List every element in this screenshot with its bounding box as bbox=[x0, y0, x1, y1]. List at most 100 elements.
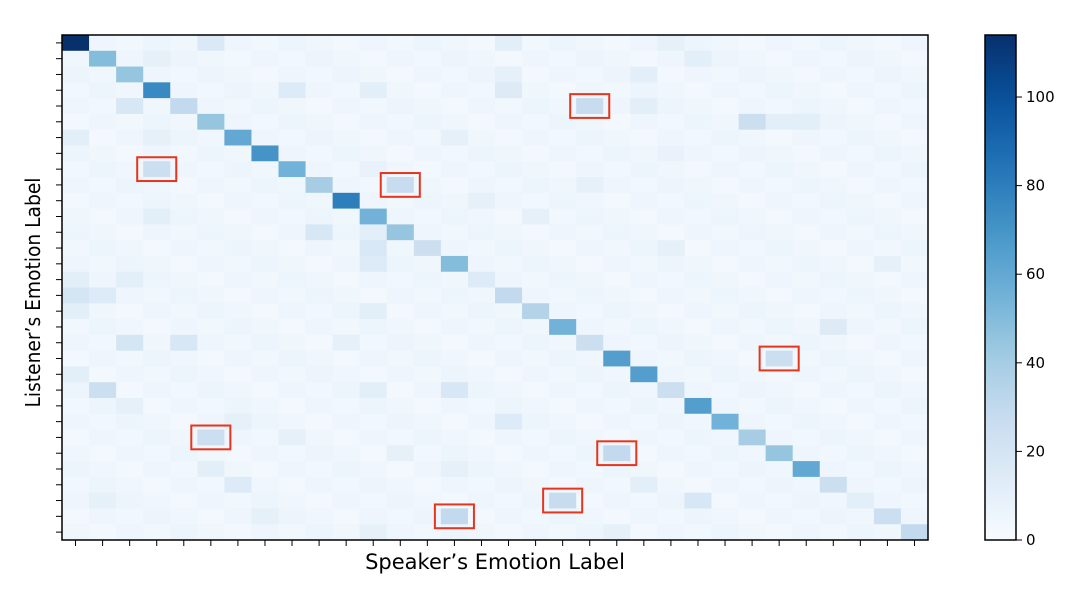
heatmap-cell bbox=[819, 113, 848, 131]
heatmap-cell bbox=[819, 429, 848, 446]
heatmap-cell bbox=[657, 445, 685, 462]
heatmap-cell bbox=[224, 429, 252, 446]
heatmap-cell bbox=[576, 224, 604, 241]
heatmap-cell bbox=[359, 461, 388, 478]
heatmap-cell bbox=[738, 366, 767, 383]
heatmap-cell bbox=[765, 208, 794, 225]
heatmap-cell bbox=[467, 334, 496, 352]
heatmap-cell bbox=[738, 524, 767, 541]
colorbar-tick-label: 60 bbox=[1026, 265, 1045, 283]
heatmap-cell bbox=[846, 413, 875, 430]
heatmap-cell bbox=[332, 413, 361, 430]
heatmap-cell bbox=[711, 255, 739, 273]
heatmap-cell bbox=[495, 334, 523, 352]
heatmap-cell bbox=[413, 303, 442, 320]
heatmap-cell bbox=[305, 366, 334, 383]
heatmap-cell bbox=[603, 224, 631, 241]
heatmap-cell bbox=[170, 397, 198, 415]
heatmap-cell bbox=[143, 508, 171, 525]
heatmap-cell bbox=[143, 35, 171, 52]
heatmap-cell bbox=[576, 98, 604, 115]
heatmap-cell bbox=[62, 524, 90, 541]
heatmap-cell bbox=[116, 476, 144, 494]
heatmap-cell bbox=[413, 35, 442, 52]
heatmap-cell bbox=[89, 129, 117, 146]
heatmap-cell bbox=[62, 445, 90, 462]
heatmap-cell bbox=[657, 524, 685, 541]
heatmap-cell bbox=[711, 50, 739, 67]
heatmap-cell bbox=[684, 177, 712, 194]
heatmap-cell bbox=[278, 476, 306, 494]
heatmap-cell bbox=[873, 35, 902, 52]
heatmap-cell bbox=[440, 350, 469, 367]
heatmap-cell bbox=[359, 492, 388, 509]
heatmap-cell bbox=[359, 192, 388, 209]
heatmap-cell bbox=[170, 429, 198, 446]
heatmap-cell bbox=[846, 476, 875, 494]
heatmap-cell bbox=[386, 366, 415, 383]
heatmap-cell bbox=[332, 303, 361, 320]
heatmap-cell bbox=[684, 113, 712, 131]
heatmap-cell bbox=[738, 271, 767, 288]
heatmap-cell bbox=[224, 192, 252, 209]
heatmap-cell bbox=[89, 524, 117, 541]
heatmap-cell bbox=[765, 397, 794, 415]
heatmap-cell bbox=[251, 397, 279, 415]
heatmap-cell bbox=[819, 129, 848, 146]
heatmap-cell bbox=[197, 366, 225, 383]
heatmap-cell bbox=[549, 303, 577, 320]
heatmap-cell bbox=[495, 492, 523, 509]
heatmap-cell bbox=[549, 192, 577, 209]
heatmap-cell bbox=[62, 492, 90, 509]
heatmap-cell bbox=[305, 224, 334, 241]
heatmap-cell bbox=[522, 177, 550, 194]
heatmap-cell bbox=[467, 224, 496, 241]
heatmap-cell bbox=[116, 255, 144, 273]
heatmap-cell bbox=[467, 287, 496, 304]
heatmap-cell bbox=[846, 98, 875, 115]
heatmap-cell bbox=[873, 98, 902, 115]
heatmap-cell bbox=[359, 82, 388, 99]
heatmap-cell bbox=[522, 224, 550, 241]
heatmap-cell bbox=[630, 508, 658, 525]
heatmap-cell bbox=[143, 350, 171, 367]
heatmap-cell bbox=[440, 208, 469, 225]
heatmap-cell bbox=[630, 413, 658, 430]
heatmap-cell bbox=[170, 50, 198, 67]
heatmap-cell bbox=[467, 177, 496, 194]
heatmap-cell bbox=[846, 66, 875, 83]
heatmap-cell bbox=[116, 145, 144, 162]
heatmap-cell bbox=[89, 303, 117, 320]
heatmap-cell bbox=[386, 524, 415, 541]
heatmap-cell bbox=[440, 524, 469, 541]
heatmap-cell bbox=[224, 366, 252, 383]
heatmap-cell bbox=[684, 161, 712, 178]
heatmap-cell bbox=[846, 461, 875, 478]
heatmap-cell bbox=[819, 382, 848, 399]
heatmap-cell bbox=[251, 287, 279, 304]
heatmap-cell bbox=[522, 413, 550, 430]
heatmap-cell bbox=[684, 461, 712, 478]
heatmap-cell bbox=[224, 98, 252, 115]
heatmap-cell bbox=[278, 382, 306, 399]
heatmap-cell bbox=[495, 98, 523, 115]
heatmap-cell bbox=[278, 35, 306, 52]
heatmap-cell bbox=[657, 429, 685, 446]
heatmap-cell bbox=[467, 508, 496, 525]
heatmap-cell bbox=[116, 177, 144, 194]
heatmap-cell bbox=[495, 524, 523, 541]
heatmap-cell bbox=[467, 35, 496, 52]
highlight-box bbox=[542, 487, 584, 514]
heatmap-cell bbox=[900, 397, 929, 415]
heatmap-cell bbox=[305, 113, 334, 131]
heatmap-cell bbox=[765, 334, 794, 352]
heatmap-cell bbox=[440, 129, 469, 146]
heatmap-cell bbox=[467, 445, 496, 462]
heatmap-cell bbox=[305, 334, 334, 352]
heatmap-cell bbox=[792, 177, 821, 194]
heatmap-cell bbox=[197, 303, 225, 320]
heatmap-cell bbox=[170, 492, 198, 509]
heatmap-cell bbox=[89, 366, 117, 383]
heatmap-cell bbox=[738, 476, 767, 494]
heatmap-cell bbox=[873, 271, 902, 288]
